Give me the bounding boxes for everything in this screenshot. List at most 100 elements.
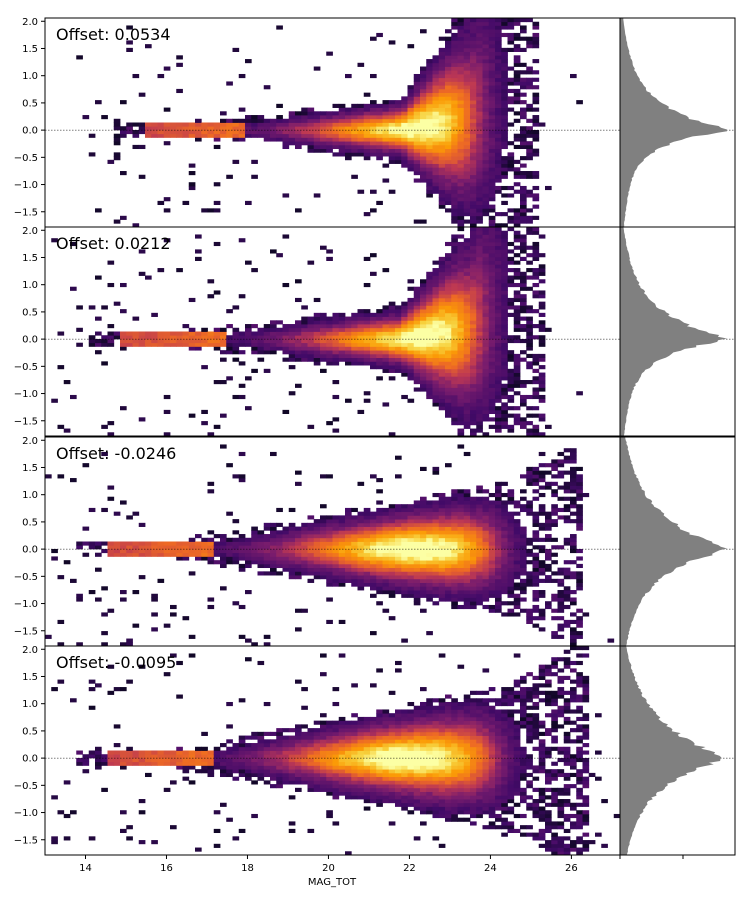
heatmap-cell	[451, 413, 458, 418]
heatmap-cell	[476, 208, 483, 213]
heatmap-cell	[438, 126, 446, 131]
heatmap-cell	[370, 73, 377, 79]
heatmap-cell	[551, 631, 558, 636]
heatmap-cell	[445, 111, 452, 116]
heatmap-cell	[488, 398, 496, 403]
heatmap-cell	[132, 545, 140, 550]
heatmap-cell	[570, 571, 577, 576]
heatmap-cell	[413, 582, 421, 587]
heatmap-cell	[463, 451, 471, 457]
heatmap-cell	[463, 85, 471, 90]
heatmap-cell	[457, 409, 465, 415]
heatmap-cell	[326, 784, 333, 789]
heatmap-cell	[482, 129, 490, 135]
heatmap-cell	[295, 320, 302, 325]
heatmap-cell	[201, 126, 208, 131]
heatmap-cell	[351, 746, 358, 751]
heatmap-cell	[476, 353, 483, 359]
heatmap-cell	[257, 769, 265, 774]
heatmap-cell	[226, 335, 233, 340]
heatmap-cell	[413, 350, 421, 355]
heatmap-cell	[445, 545, 452, 550]
heatmap-cell	[345, 335, 352, 340]
heatmap-cell	[276, 735, 283, 740]
heatmap-cell	[426, 372, 433, 377]
heatmap-cell	[370, 141, 377, 146]
heatmap-cell	[438, 88, 446, 94]
heatmap-cell	[388, 141, 396, 146]
heatmap-cell	[145, 754, 152, 759]
heatmap-cell	[288, 365, 296, 370]
heatmap-cell	[513, 327, 521, 332]
heatmap-cell	[432, 466, 440, 471]
heatmap-cell	[176, 545, 183, 550]
heatmap-cell	[563, 619, 571, 625]
heatmap-cell	[420, 122, 427, 127]
heatmap-cell	[495, 282, 502, 288]
heatmap-cell	[420, 571, 427, 576]
heatmap-cell	[238, 750, 246, 755]
heatmap-cell	[88, 545, 96, 550]
heatmap-cell	[407, 92, 415, 97]
heatmap-cell	[476, 129, 483, 135]
heatmap-cell	[501, 70, 508, 75]
heatmap-cell	[270, 122, 277, 127]
heatmap-cell	[238, 604, 246, 610]
heatmap-cell	[313, 66, 321, 71]
heatmap-cell	[388, 107, 396, 112]
heatmap-cell	[501, 282, 508, 288]
heatmap-cell	[445, 327, 452, 332]
heatmap-cell	[51, 556, 58, 561]
heatmap-cell	[501, 55, 508, 60]
heatmap-cell	[276, 757, 283, 763]
heatmap-cell	[295, 481, 302, 486]
heatmap-cell	[313, 563, 321, 569]
heatmap-cell	[388, 115, 396, 120]
heatmap-cell	[276, 728, 283, 733]
heatmap-cell	[113, 219, 121, 224]
heatmap-cell	[532, 245, 540, 250]
heatmap-cell	[282, 144, 290, 150]
heatmap-cell	[313, 320, 321, 325]
heatmap-cell	[432, 556, 440, 561]
heatmap-cell	[107, 324, 115, 329]
heatmap-cell	[251, 335, 258, 340]
heatmap-cell	[326, 324, 333, 329]
heatmap-cell	[420, 100, 427, 105]
heatmap-cell	[463, 271, 471, 276]
heatmap-cell	[413, 167, 421, 172]
heatmap-cell	[188, 342, 196, 347]
heatmap-cell	[420, 312, 427, 317]
heatmap-cell	[345, 548, 352, 554]
heatmap-cell	[313, 787, 321, 792]
heatmap-cell	[382, 137, 390, 142]
heatmap-cell	[226, 122, 233, 127]
heatmap-cell	[407, 575, 415, 580]
heatmap-cell	[495, 156, 502, 161]
heatmap-cell	[526, 619, 533, 625]
heatmap-cell	[382, 350, 390, 355]
heatmap-cell	[388, 772, 396, 778]
heatmap-cell	[526, 478, 533, 483]
heatmap-cell	[388, 350, 396, 355]
heatmap-cell	[438, 394, 446, 400]
heatmap-cell	[426, 88, 433, 94]
heatmap-cell	[338, 342, 346, 347]
heatmap-cell	[195, 746, 202, 751]
heatmap-cell	[482, 264, 490, 269]
heatmap-cell	[188, 182, 196, 187]
heatmap-cell	[432, 66, 440, 71]
heatmap-cell	[488, 346, 496, 351]
heatmap-cell	[263, 556, 271, 561]
heatmap-cell	[288, 739, 296, 744]
heatmap-cell	[101, 631, 108, 636]
heatmap-cell	[188, 765, 196, 770]
heatmap-cell	[470, 163, 477, 168]
heatmap-cell	[501, 541, 508, 546]
heatmap-cell	[495, 376, 502, 381]
heatmap-cell	[338, 728, 346, 733]
heatmap-cell	[476, 204, 483, 209]
heatmap-cell	[351, 357, 358, 362]
heatmap-cell	[420, 327, 427, 332]
heatmap-cell	[326, 256, 333, 261]
